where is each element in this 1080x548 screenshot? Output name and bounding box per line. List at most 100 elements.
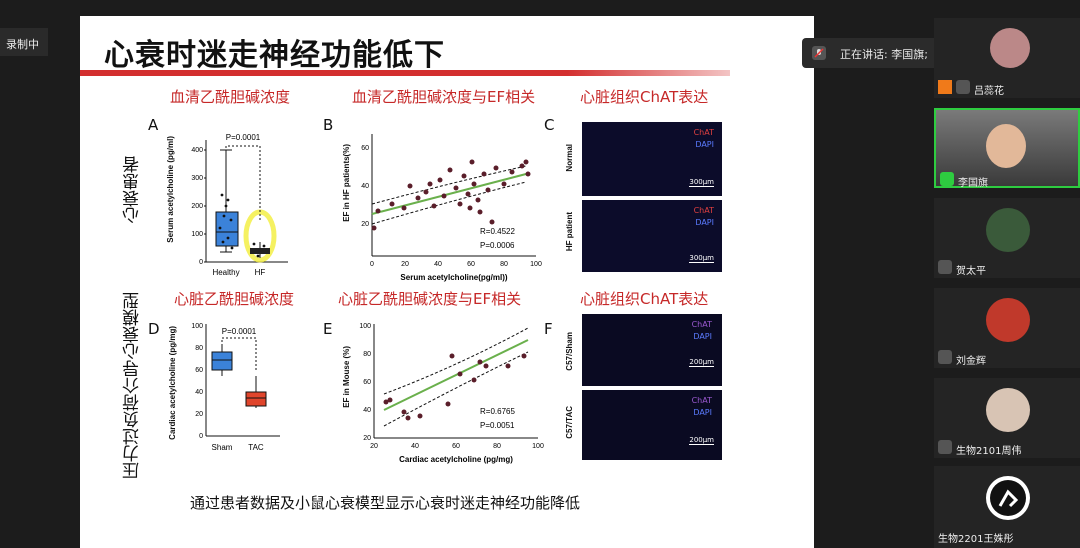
- participant-tile-speaking[interactable]: 李国旗: [934, 108, 1080, 189]
- panel-e-xtick: 100: [532, 443, 544, 450]
- micrograph-c57-sham: ChAT DAPI 200μm: [582, 314, 722, 386]
- stain-label-chat: ChAT: [691, 396, 712, 405]
- section-title-serum-ach: 血清乙酰胆碱浓度: [170, 88, 291, 106]
- panel-d-ytick: 20: [195, 411, 203, 418]
- panel-e-scatter: 20 40 60 80 100 20 40 60 80 100 R=0.6765…: [359, 323, 544, 464]
- panel-a-box-hf: [250, 248, 270, 254]
- panel-e-ytick: 60: [363, 379, 371, 386]
- panel-b-xtick: 40: [434, 261, 442, 268]
- participant-tile[interactable]: 吕蕊花: [934, 18, 1080, 98]
- panel-e-r: R=0.6765: [480, 407, 515, 416]
- panel-d-category: TAC: [248, 443, 264, 452]
- mic-muted-icon: [938, 440, 952, 454]
- panel-a-ytick: 200: [191, 203, 203, 210]
- panel-a-category: HF: [255, 268, 266, 277]
- panel-d-box-sham: [211, 351, 233, 371]
- recording-indicator: [0, 28, 48, 56]
- panel-d-box-tac: [245, 391, 267, 407]
- mic-on-icon: [940, 172, 954, 186]
- panel-letter-b: B: [323, 116, 334, 134]
- panel-e-xlabel: Cardiac acetylcholine (pg/mg): [399, 455, 513, 464]
- panel-e-xtick: 60: [452, 443, 460, 450]
- micrograph-c57-tac: ChAT DAPI 200μm: [582, 390, 722, 460]
- panel-d-ytick: 60: [195, 367, 203, 374]
- participant-name: 生物2201王姝彤: [938, 534, 1014, 545]
- stain-label-dapi: DAPI: [695, 140, 714, 149]
- micrograph-hf-patient: ChAT DAPI 300μm: [582, 200, 722, 272]
- panel-letter-d: D: [148, 320, 160, 338]
- stain-label-chat: ChAT: [693, 206, 714, 215]
- panel-d-ylabel: Cardiac acetylcholine (pg/mg): [168, 326, 177, 440]
- panel-letter-a: A: [148, 116, 159, 134]
- section-title-chat-human: 心脏组织ChAT表达: [580, 88, 709, 106]
- panel-a-ytick: 0: [199, 259, 203, 266]
- slide-conclusion: 通过患者数据及小鼠心衰模型显示心衰时迷走神经功能降低: [190, 494, 581, 512]
- participant-tile[interactable]: 生物2101周伟: [934, 378, 1080, 458]
- participant-name: 生物2101周伟: [956, 446, 1022, 457]
- panel-b-fit-line: [371, 173, 527, 215]
- panel-letter-e: E: [323, 320, 333, 338]
- participant-name: 李国旗: [958, 178, 988, 189]
- panel-b-xlabel: Serum acetylcholine(pg/ml)): [400, 273, 507, 282]
- row-label-normal: Normal: [565, 144, 574, 172]
- panel-b-ytick: 40: [361, 183, 369, 190]
- panel-d-ytick: 0: [199, 433, 203, 440]
- speaker-prefix: 正在讲话:: [840, 48, 888, 61]
- row-label-mouse-model: 压力过负荷介导心衰模型: [123, 292, 143, 479]
- section-title-cardiac-ef: 心脏乙酰胆碱浓度与EF相关: [338, 290, 522, 308]
- panel-d-ytick: 40: [195, 389, 203, 396]
- speaker-name: 李国旗;: [891, 48, 928, 61]
- scale-bar: 200μm: [689, 358, 714, 367]
- participant-tile[interactable]: 生物2201王姝彤: [934, 466, 1080, 548]
- panel-letter-c: C: [544, 116, 555, 134]
- panel-b-p: P=0.0006: [480, 241, 515, 250]
- panel-a-ytick: 400: [191, 147, 203, 154]
- panel-d-pvalue: P=0.0001: [222, 327, 257, 336]
- participant-tile[interactable]: 刘金辉: [934, 288, 1080, 368]
- mic-muted-icon: [938, 260, 952, 274]
- panel-a-ytick: 300: [191, 175, 203, 182]
- panel-b-ytick: 60: [361, 145, 369, 152]
- mic-muted-icon: [812, 46, 826, 60]
- panel-d-category: Sham: [212, 443, 233, 452]
- panel-e-ytick: 40: [363, 407, 371, 414]
- row-label-hf-patient: HF patient: [565, 212, 574, 252]
- panel-b-xtick: 0: [370, 261, 374, 268]
- panel-b-xtick: 80: [500, 261, 508, 268]
- avatar: [986, 124, 1026, 168]
- panel-e-ytick: 80: [363, 351, 371, 358]
- panel-b-points: [371, 159, 531, 231]
- panel-letter-f: F: [544, 320, 553, 338]
- stain-label-dapi: DAPI: [695, 218, 714, 227]
- stain-label-chat: ChAT: [693, 128, 714, 137]
- panel-b-xtick: 100: [530, 261, 542, 268]
- panel-e-points: [383, 353, 527, 421]
- panel-a-box-healthy: [215, 211, 239, 247]
- avatar: [986, 388, 1030, 432]
- title-underline: [80, 70, 730, 76]
- panel-b-r: R=0.4522: [480, 227, 515, 236]
- panel-e-p: P=0.0051: [480, 421, 515, 430]
- panel-e-xtick: 40: [411, 443, 419, 450]
- avatar: [986, 208, 1030, 252]
- participant-name: 刘金辉: [956, 356, 986, 367]
- panel-b-xtick: 20: [401, 261, 409, 268]
- row-label-c57-tac: C57/TAC: [565, 406, 574, 439]
- stain-label-dapi: DAPI: [693, 332, 712, 341]
- section-title-cardiac-ach: 心脏乙酰胆碱浓度: [174, 290, 295, 308]
- panel-a-category: Healthy: [212, 268, 239, 277]
- stain-label-chat: ChAT: [691, 320, 712, 329]
- row-label-c57-sham: C57/Sham: [565, 332, 574, 371]
- panel-e-ytick: 100: [359, 323, 371, 330]
- scale-bar: 200μm: [689, 436, 714, 445]
- scale-bar: 300μm: [689, 254, 714, 263]
- section-title-serum-ef: 血清乙酰胆碱浓度与EF相关: [352, 88, 536, 106]
- micrograph-normal: ChAT DAPI 300μm: [582, 122, 722, 196]
- section-title-chat-mouse: 心脏组织ChAT表达: [580, 290, 709, 308]
- panel-a-boxplot: 0 100 200 300 400 P=0.0001 Healthy HF: [191, 133, 288, 277]
- participant-tile[interactable]: 贺太平: [934, 198, 1080, 278]
- panel-a-pvalue: P=0.0001: [226, 133, 261, 142]
- panel-a-ylabel: Serum acetylcholine (pg/ml): [166, 136, 175, 243]
- scale-bar: 300μm: [689, 178, 714, 187]
- mic-muted-icon: [938, 350, 952, 364]
